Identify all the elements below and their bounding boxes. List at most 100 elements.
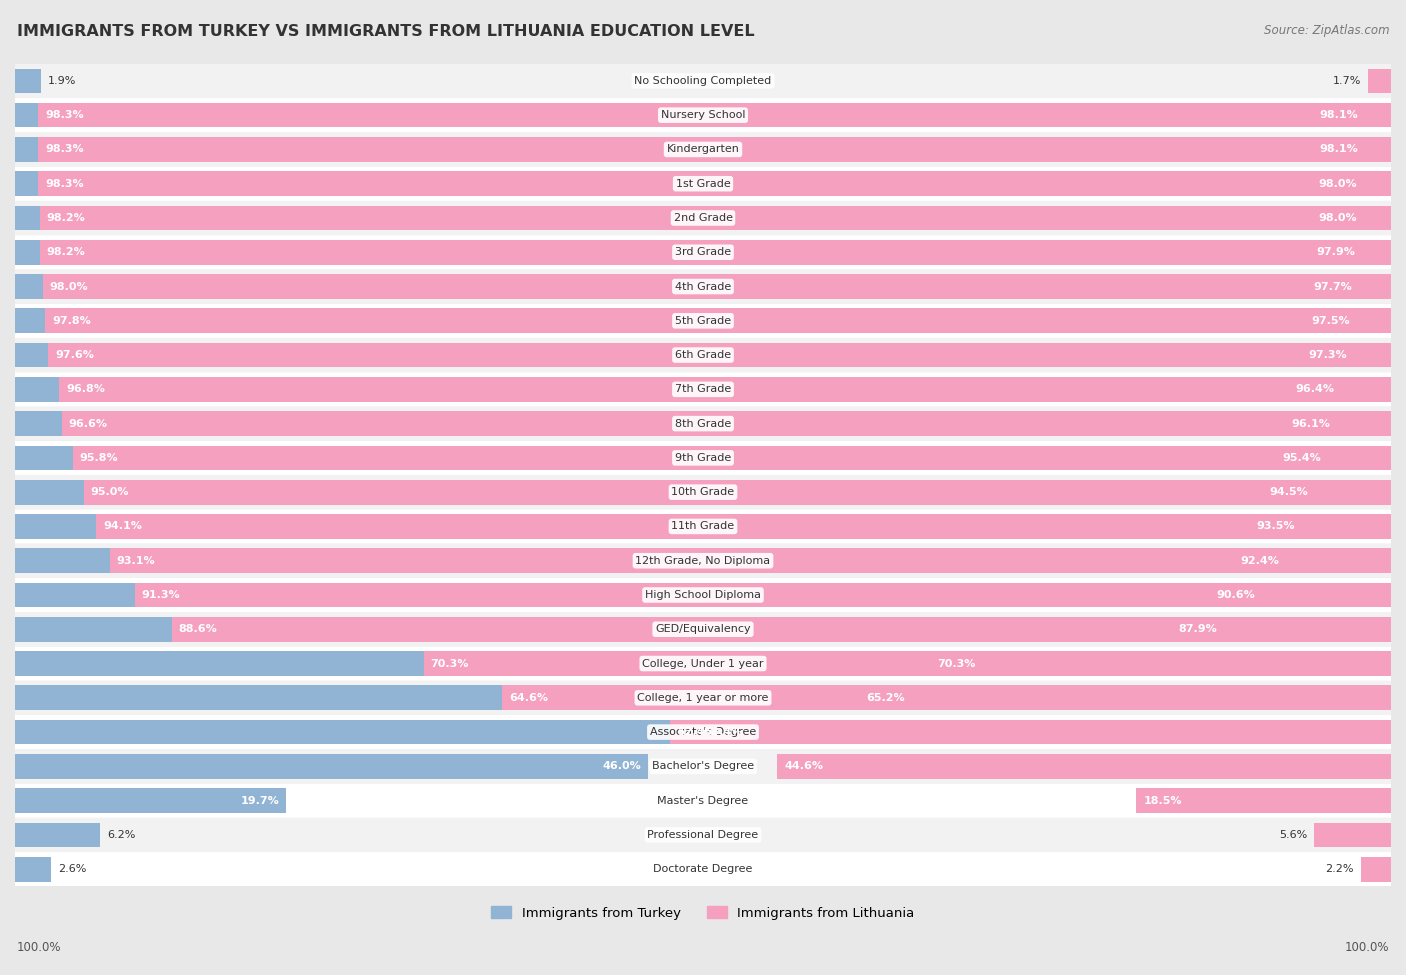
FancyBboxPatch shape <box>15 133 1391 167</box>
Bar <box>15 274 1360 299</box>
Bar <box>15 788 285 813</box>
Text: 98.3%: 98.3% <box>45 110 84 120</box>
Text: 65.2%: 65.2% <box>866 693 905 703</box>
Text: 5.6%: 5.6% <box>1279 830 1308 839</box>
Text: 96.1%: 96.1% <box>1292 418 1330 429</box>
Bar <box>38 102 1391 128</box>
Text: 2nd Grade: 2nd Grade <box>673 213 733 223</box>
Bar <box>38 172 1391 196</box>
Text: Bachelor's Degree: Bachelor's Degree <box>652 761 754 771</box>
Text: 97.8%: 97.8% <box>52 316 91 326</box>
Text: 2.6%: 2.6% <box>58 864 86 875</box>
Bar <box>15 411 1337 436</box>
Bar <box>172 617 1391 642</box>
Text: 88.6%: 88.6% <box>179 624 218 635</box>
Bar <box>42 274 1391 299</box>
FancyBboxPatch shape <box>15 852 1391 886</box>
FancyBboxPatch shape <box>15 544 1391 578</box>
Text: Source: ZipAtlas.com: Source: ZipAtlas.com <box>1264 24 1389 37</box>
FancyBboxPatch shape <box>15 63 1391 98</box>
Text: 70.3%: 70.3% <box>936 658 976 669</box>
FancyBboxPatch shape <box>15 98 1391 133</box>
Text: 1.7%: 1.7% <box>1333 76 1361 86</box>
Bar <box>423 651 1391 676</box>
Text: 12th Grade, No Diploma: 12th Grade, No Diploma <box>636 556 770 566</box>
Text: 8th Grade: 8th Grade <box>675 418 731 429</box>
Bar <box>15 172 1364 196</box>
Text: 46.0%: 46.0% <box>602 761 641 771</box>
Bar <box>15 377 1341 402</box>
Bar <box>1315 823 1391 847</box>
Text: 9th Grade: 9th Grade <box>675 453 731 463</box>
Text: 98.0%: 98.0% <box>1317 213 1357 223</box>
Text: 87.9%: 87.9% <box>1178 624 1218 635</box>
FancyBboxPatch shape <box>15 784 1391 818</box>
Text: 98.1%: 98.1% <box>1319 144 1358 154</box>
FancyBboxPatch shape <box>15 441 1391 475</box>
Text: 6.2%: 6.2% <box>107 830 135 839</box>
Bar <box>15 480 1316 504</box>
Text: 91.3%: 91.3% <box>142 590 180 600</box>
Text: 100.0%: 100.0% <box>1344 941 1389 955</box>
Bar <box>15 137 1365 162</box>
Bar <box>110 548 1391 573</box>
Text: 1st Grade: 1st Grade <box>676 178 730 189</box>
Text: 96.6%: 96.6% <box>69 418 108 429</box>
Text: 98.1%: 98.1% <box>1319 110 1358 120</box>
Text: 53.4%: 53.4% <box>704 727 742 737</box>
Bar <box>15 102 1365 128</box>
Text: 95.8%: 95.8% <box>80 453 118 463</box>
Text: 90.6%: 90.6% <box>1216 590 1254 600</box>
Bar <box>15 651 983 676</box>
Text: 95.0%: 95.0% <box>90 488 129 497</box>
FancyBboxPatch shape <box>15 475 1391 509</box>
Text: College, 1 year or more: College, 1 year or more <box>637 693 769 703</box>
Text: 7th Grade: 7th Grade <box>675 384 731 394</box>
Text: 98.3%: 98.3% <box>45 178 84 189</box>
Bar <box>15 206 1364 230</box>
Text: 98.2%: 98.2% <box>46 248 86 257</box>
Bar <box>15 548 1286 573</box>
Text: College, Under 1 year: College, Under 1 year <box>643 658 763 669</box>
Bar <box>15 308 1357 333</box>
Text: 4th Grade: 4th Grade <box>675 282 731 292</box>
FancyBboxPatch shape <box>15 269 1391 303</box>
FancyBboxPatch shape <box>15 235 1391 269</box>
Bar <box>45 308 1391 333</box>
Bar <box>1368 68 1391 94</box>
FancyBboxPatch shape <box>15 578 1391 612</box>
Bar <box>15 754 648 779</box>
Text: 64.6%: 64.6% <box>509 693 548 703</box>
FancyBboxPatch shape <box>15 338 1391 372</box>
Bar <box>135 583 1391 607</box>
FancyBboxPatch shape <box>15 646 1391 681</box>
Bar <box>73 446 1391 470</box>
Text: 95.4%: 95.4% <box>1282 453 1320 463</box>
Text: 5th Grade: 5th Grade <box>675 316 731 326</box>
Text: 44.6%: 44.6% <box>785 761 823 771</box>
Text: 6th Grade: 6th Grade <box>675 350 731 360</box>
Text: Associate's Degree: Associate's Degree <box>650 727 756 737</box>
Text: Master's Degree: Master's Degree <box>658 796 748 805</box>
Bar <box>48 343 1391 368</box>
Legend: Immigrants from Turkey, Immigrants from Lithuania: Immigrants from Turkey, Immigrants from … <box>486 901 920 925</box>
Text: 96.8%: 96.8% <box>66 384 105 394</box>
Text: Doctorate Degree: Doctorate Degree <box>654 864 752 875</box>
Bar <box>15 617 1225 642</box>
Text: 94.1%: 94.1% <box>103 522 142 531</box>
Text: Professional Degree: Professional Degree <box>647 830 759 839</box>
Text: 98.0%: 98.0% <box>49 282 89 292</box>
Text: 97.6%: 97.6% <box>55 350 94 360</box>
Bar <box>1136 788 1391 813</box>
Bar <box>15 240 1362 264</box>
Text: 93.5%: 93.5% <box>1256 522 1295 531</box>
FancyBboxPatch shape <box>15 303 1391 338</box>
Text: 11th Grade: 11th Grade <box>672 522 734 531</box>
FancyBboxPatch shape <box>15 167 1391 201</box>
Text: 18.5%: 18.5% <box>1143 796 1182 805</box>
Text: 97.9%: 97.9% <box>1316 248 1355 257</box>
FancyBboxPatch shape <box>15 715 1391 749</box>
Bar <box>15 720 749 745</box>
Text: 93.1%: 93.1% <box>117 556 156 566</box>
Bar <box>15 685 912 710</box>
